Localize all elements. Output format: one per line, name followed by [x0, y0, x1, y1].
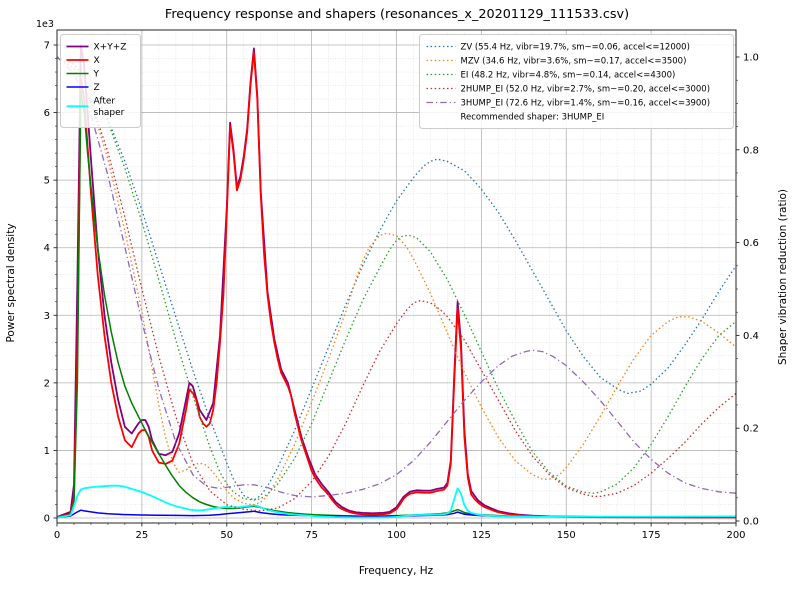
- y-left-tick-label: 4: [44, 243, 50, 254]
- y-right-tick-label: 0.2: [743, 424, 759, 435]
- legend-item-x: X: [66, 56, 100, 66]
- legend-label: MZV (34.6 Hz, vibr=3.6%, sm~=0.17, accel…: [461, 57, 687, 67]
- legend-item-z: Z: [66, 83, 100, 93]
- axis-ticks: 0 25 50 75 100 125 150 175 200 0 1 2 3 4 5 6 7 0.0 0.2 0.4 0…: [44, 41, 759, 542]
- legend-label: shaper: [94, 108, 125, 118]
- series-after-shaper: [56, 484, 737, 519]
- y-left-tick-label: 3: [44, 311, 50, 322]
- legend-label: X+Y+Z: [94, 43, 127, 53]
- legend-label: 2HUMP_EI (52.0 Hz, vibr=2.7%, sm~=0.20, …: [461, 85, 711, 95]
- series-z: [56, 509, 737, 519]
- legend-item-3hump-ei: 3HUMP_EI (72.6 Hz, vibr=1.4%, sm~=0.16, …: [426, 99, 711, 109]
- y-right-tick-label: 0.0: [743, 517, 759, 528]
- legend-shapers-box: [419, 34, 734, 129]
- chart-title: Frequency response and shapers (resonanc…: [165, 7, 629, 22]
- x-tick-label: 100: [387, 530, 406, 541]
- x-tick-label: 50: [220, 530, 233, 541]
- y-right-tick-label: 0.6: [743, 238, 759, 249]
- legend-item-mzv: MZV (34.6 Hz, vibr=3.6%, sm~=0.17, accel…: [426, 57, 687, 67]
- series-zv: [56, 56, 737, 501]
- y-right-tick-label: 0.8: [743, 145, 759, 156]
- y-left-tick-label: 0: [44, 514, 50, 525]
- legend-label: Y: [93, 70, 100, 80]
- x-tick-label: 25: [136, 530, 149, 541]
- recommended-shaper-label: Recommended shaper: 3HUMP_EI: [461, 113, 605, 123]
- legend-shapers: ZV (55.4 Hz, vibr=19.7%, sm~=0.06, accel…: [419, 34, 734, 129]
- y-right-tick-label: 0.4: [743, 331, 759, 342]
- y-right-tick-label: 1.0: [743, 53, 759, 64]
- legend-label: EI (48.2 Hz, vibr=4.8%, sm~=0.14, accel<…: [461, 71, 676, 81]
- series-3hump-ei: [56, 56, 737, 498]
- y-left-tick-label: 7: [44, 41, 50, 52]
- series-lines: [56, 44, 737, 519]
- legend-label: After: [94, 97, 116, 107]
- y-left-axis-label: Power spectral density: [5, 223, 17, 342]
- legend-item-2hump-ei: 2HUMP_EI (52.0 Hz, vibr=2.7%, sm~=0.20, …: [426, 85, 711, 95]
- legend-label: 3HUMP_EI (72.6 Hz, vibr=1.4%, sm~=0.16, …: [461, 99, 711, 109]
- legend-psd-box: [60, 34, 141, 128]
- y-right-axis-label: Shaper vibration reduction (ratio): [777, 189, 789, 365]
- x-tick-label: 200: [726, 530, 745, 541]
- x-tick-label: 175: [642, 530, 661, 541]
- legend-item-ei: EI (48.2 Hz, vibr=4.8%, sm~=0.14, accel<…: [426, 71, 676, 81]
- legend-label: Z: [94, 83, 100, 93]
- y-left-tick-label: 6: [44, 108, 50, 119]
- x-tick-label: 125: [472, 530, 491, 541]
- series-mzv: [56, 56, 737, 506]
- y-left-tick-label: 5: [44, 176, 50, 187]
- legend-item-zv: ZV (55.4 Hz, vibr=19.7%, sm~=0.06, accel…: [426, 43, 690, 53]
- legend-label: X: [94, 56, 100, 66]
- x-tick-label: 0: [54, 530, 60, 541]
- x-tick-label: 150: [557, 530, 576, 541]
- y-left-offset-label: 1e3: [36, 19, 54, 30]
- y-left-tick-label: 1: [44, 446, 50, 457]
- x-axis-label: Frequency, Hz: [359, 565, 434, 577]
- y-left-tick-label: 2: [44, 378, 50, 389]
- legend-item-y: Y: [66, 70, 100, 80]
- legend-item-x-y-z: X+Y+Z: [66, 43, 127, 53]
- series-x: [56, 50, 736, 519]
- x-tick-label: 75: [305, 530, 318, 541]
- legend-label: ZV (55.4 Hz, vibr=19.7%, sm~=0.06, accel…: [461, 43, 690, 53]
